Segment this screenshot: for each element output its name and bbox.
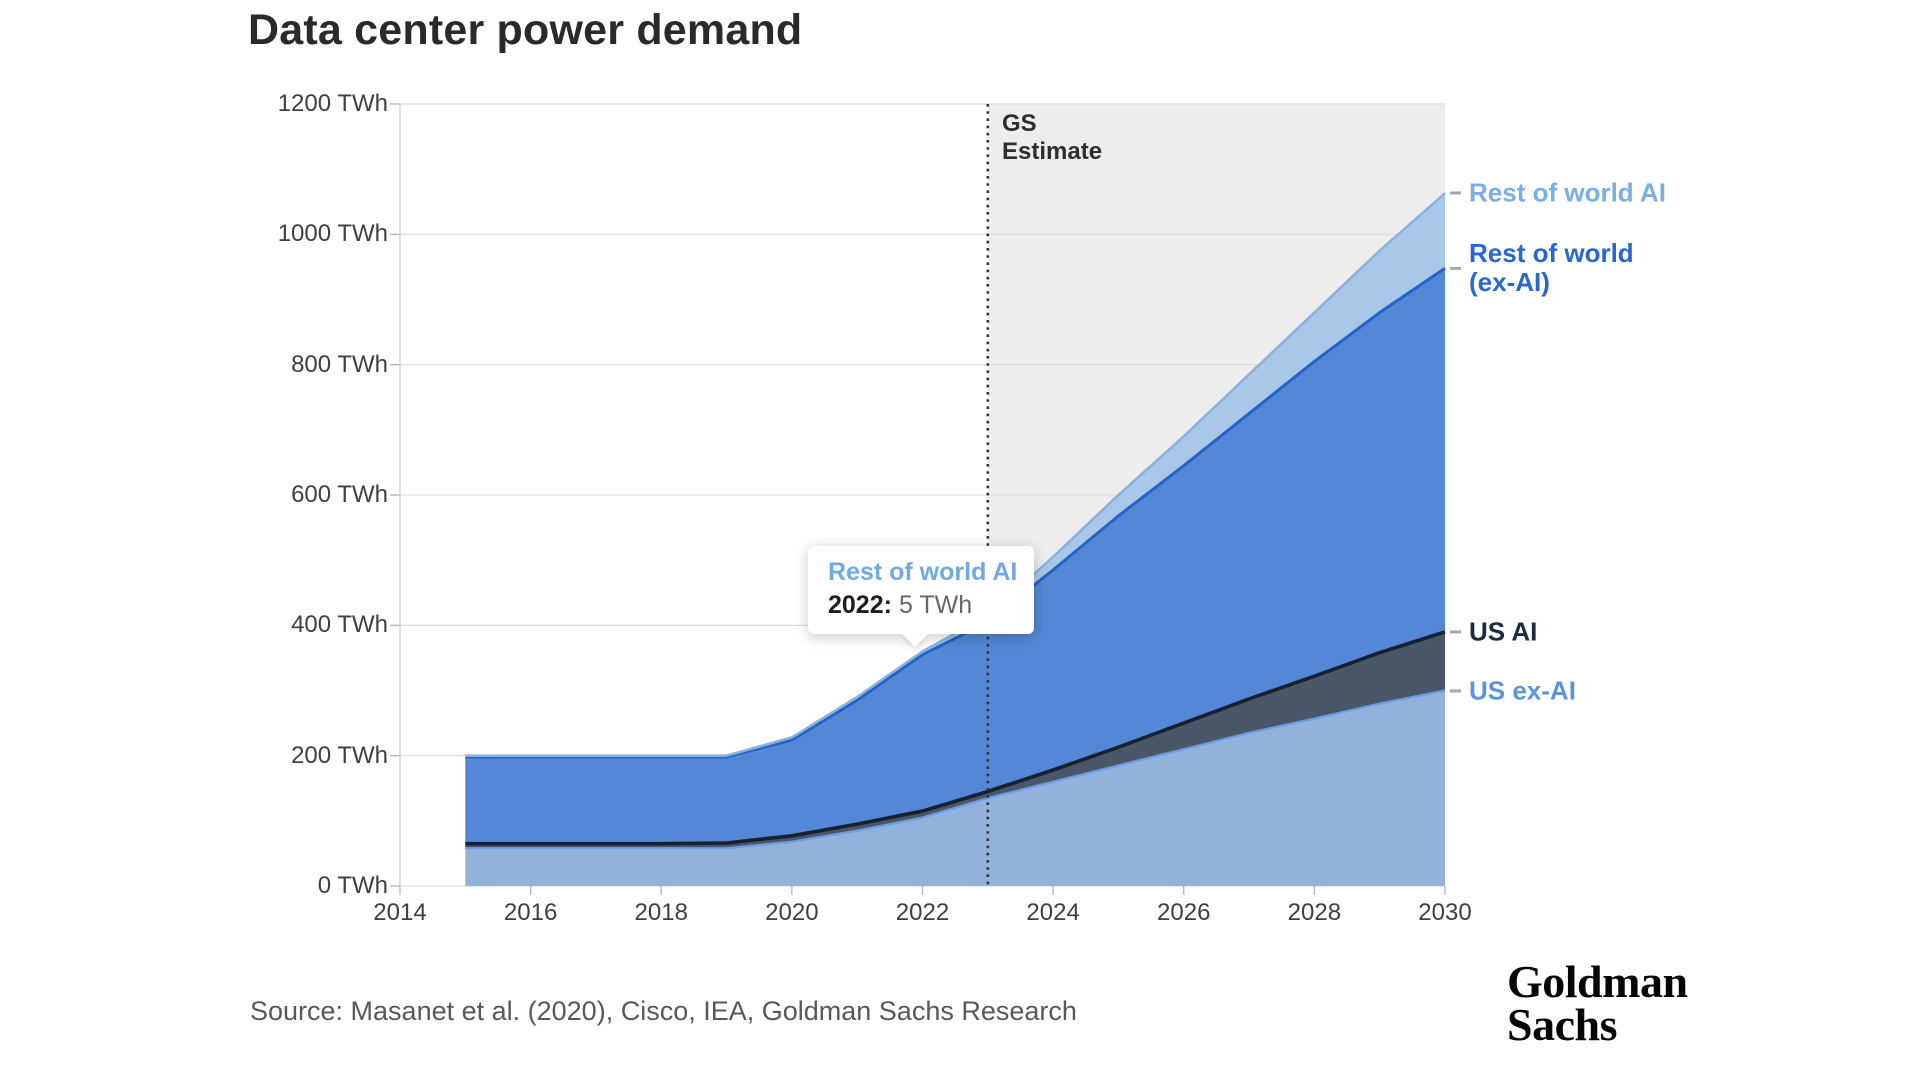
series-label-rest-of-world-ex-ai: Rest of world (ex-AI) [1450, 238, 1651, 297]
tooltip-year: 2022: [828, 591, 892, 619]
chart-title: Data center power demand [248, 6, 803, 54]
y-axis-tick-label: 400 TWh [291, 611, 388, 639]
label-tick-icon [1450, 688, 1461, 692]
tooltip-value: 5 TWh [898, 591, 973, 619]
y-axis-tick-label: 0 TWh [317, 872, 388, 899]
tooltip-value-line: 2022: 5 TWh [828, 591, 1014, 620]
x-axis-tick-label: 2022 [895, 899, 950, 926]
area-us_ai [465, 631, 1445, 849]
area-row_ex_ai [465, 268, 1445, 844]
x-axis-tick-label: 2028 [1287, 899, 1342, 926]
line-row_ex_ai [465, 266, 1446, 759]
x-axis-tick-label: 2016 [503, 899, 558, 926]
line-us_ex_ai [465, 689, 1446, 850]
x-axis-tick-label: 2014 [373, 899, 427, 926]
x-axis-tick-label: 2018 [634, 899, 688, 926]
y-axis-tick-label: 800 TWh [291, 350, 388, 378]
goldman-sachs-logo: Goldman Sachs [1507, 956, 1688, 1051]
x-axis-tick-label: 2026 [1157, 899, 1211, 926]
label-tick-icon [1450, 630, 1461, 634]
y-axis-tick-label: 1200 TWh [277, 90, 388, 117]
area-us_ex_ai [465, 690, 1445, 886]
logo-line-2: Sachs [1507, 999, 1617, 1051]
y-axis-tick-label: 600 TWh [291, 481, 388, 508]
y-axis-tick-label: 1000 TWh [277, 220, 388, 248]
series-label-us-ex-ai: US ex-AI [1450, 675, 1576, 705]
x-axis-tick-label: 2024 [1026, 899, 1080, 926]
x-axis-tick-label: 2030 [1418, 899, 1472, 926]
x-axis-tick-label: 2020 [765, 899, 819, 926]
tooltip-series-name: Rest of world AI [828, 558, 1018, 586]
label-tick-icon [1450, 266, 1461, 270]
series-label-rest-of-world-ai: Rest of world AI [1450, 178, 1666, 208]
chart-tooltip: Rest of world AI 2022: 5 TWh [808, 546, 1034, 634]
y-axis-tick-label: 200 TWh [291, 741, 388, 769]
line-us_ai [465, 630, 1446, 846]
source-citation: Source: Masanet et al. (2020), Cisco, IE… [250, 996, 1077, 1026]
logo-line-1: Goldman [1507, 956, 1688, 1007]
label-tick-icon [1450, 191, 1461, 195]
series-label-us-ai: US AI [1450, 617, 1537, 646]
gs-estimate-annotation: GS Estimate [1002, 110, 1103, 165]
